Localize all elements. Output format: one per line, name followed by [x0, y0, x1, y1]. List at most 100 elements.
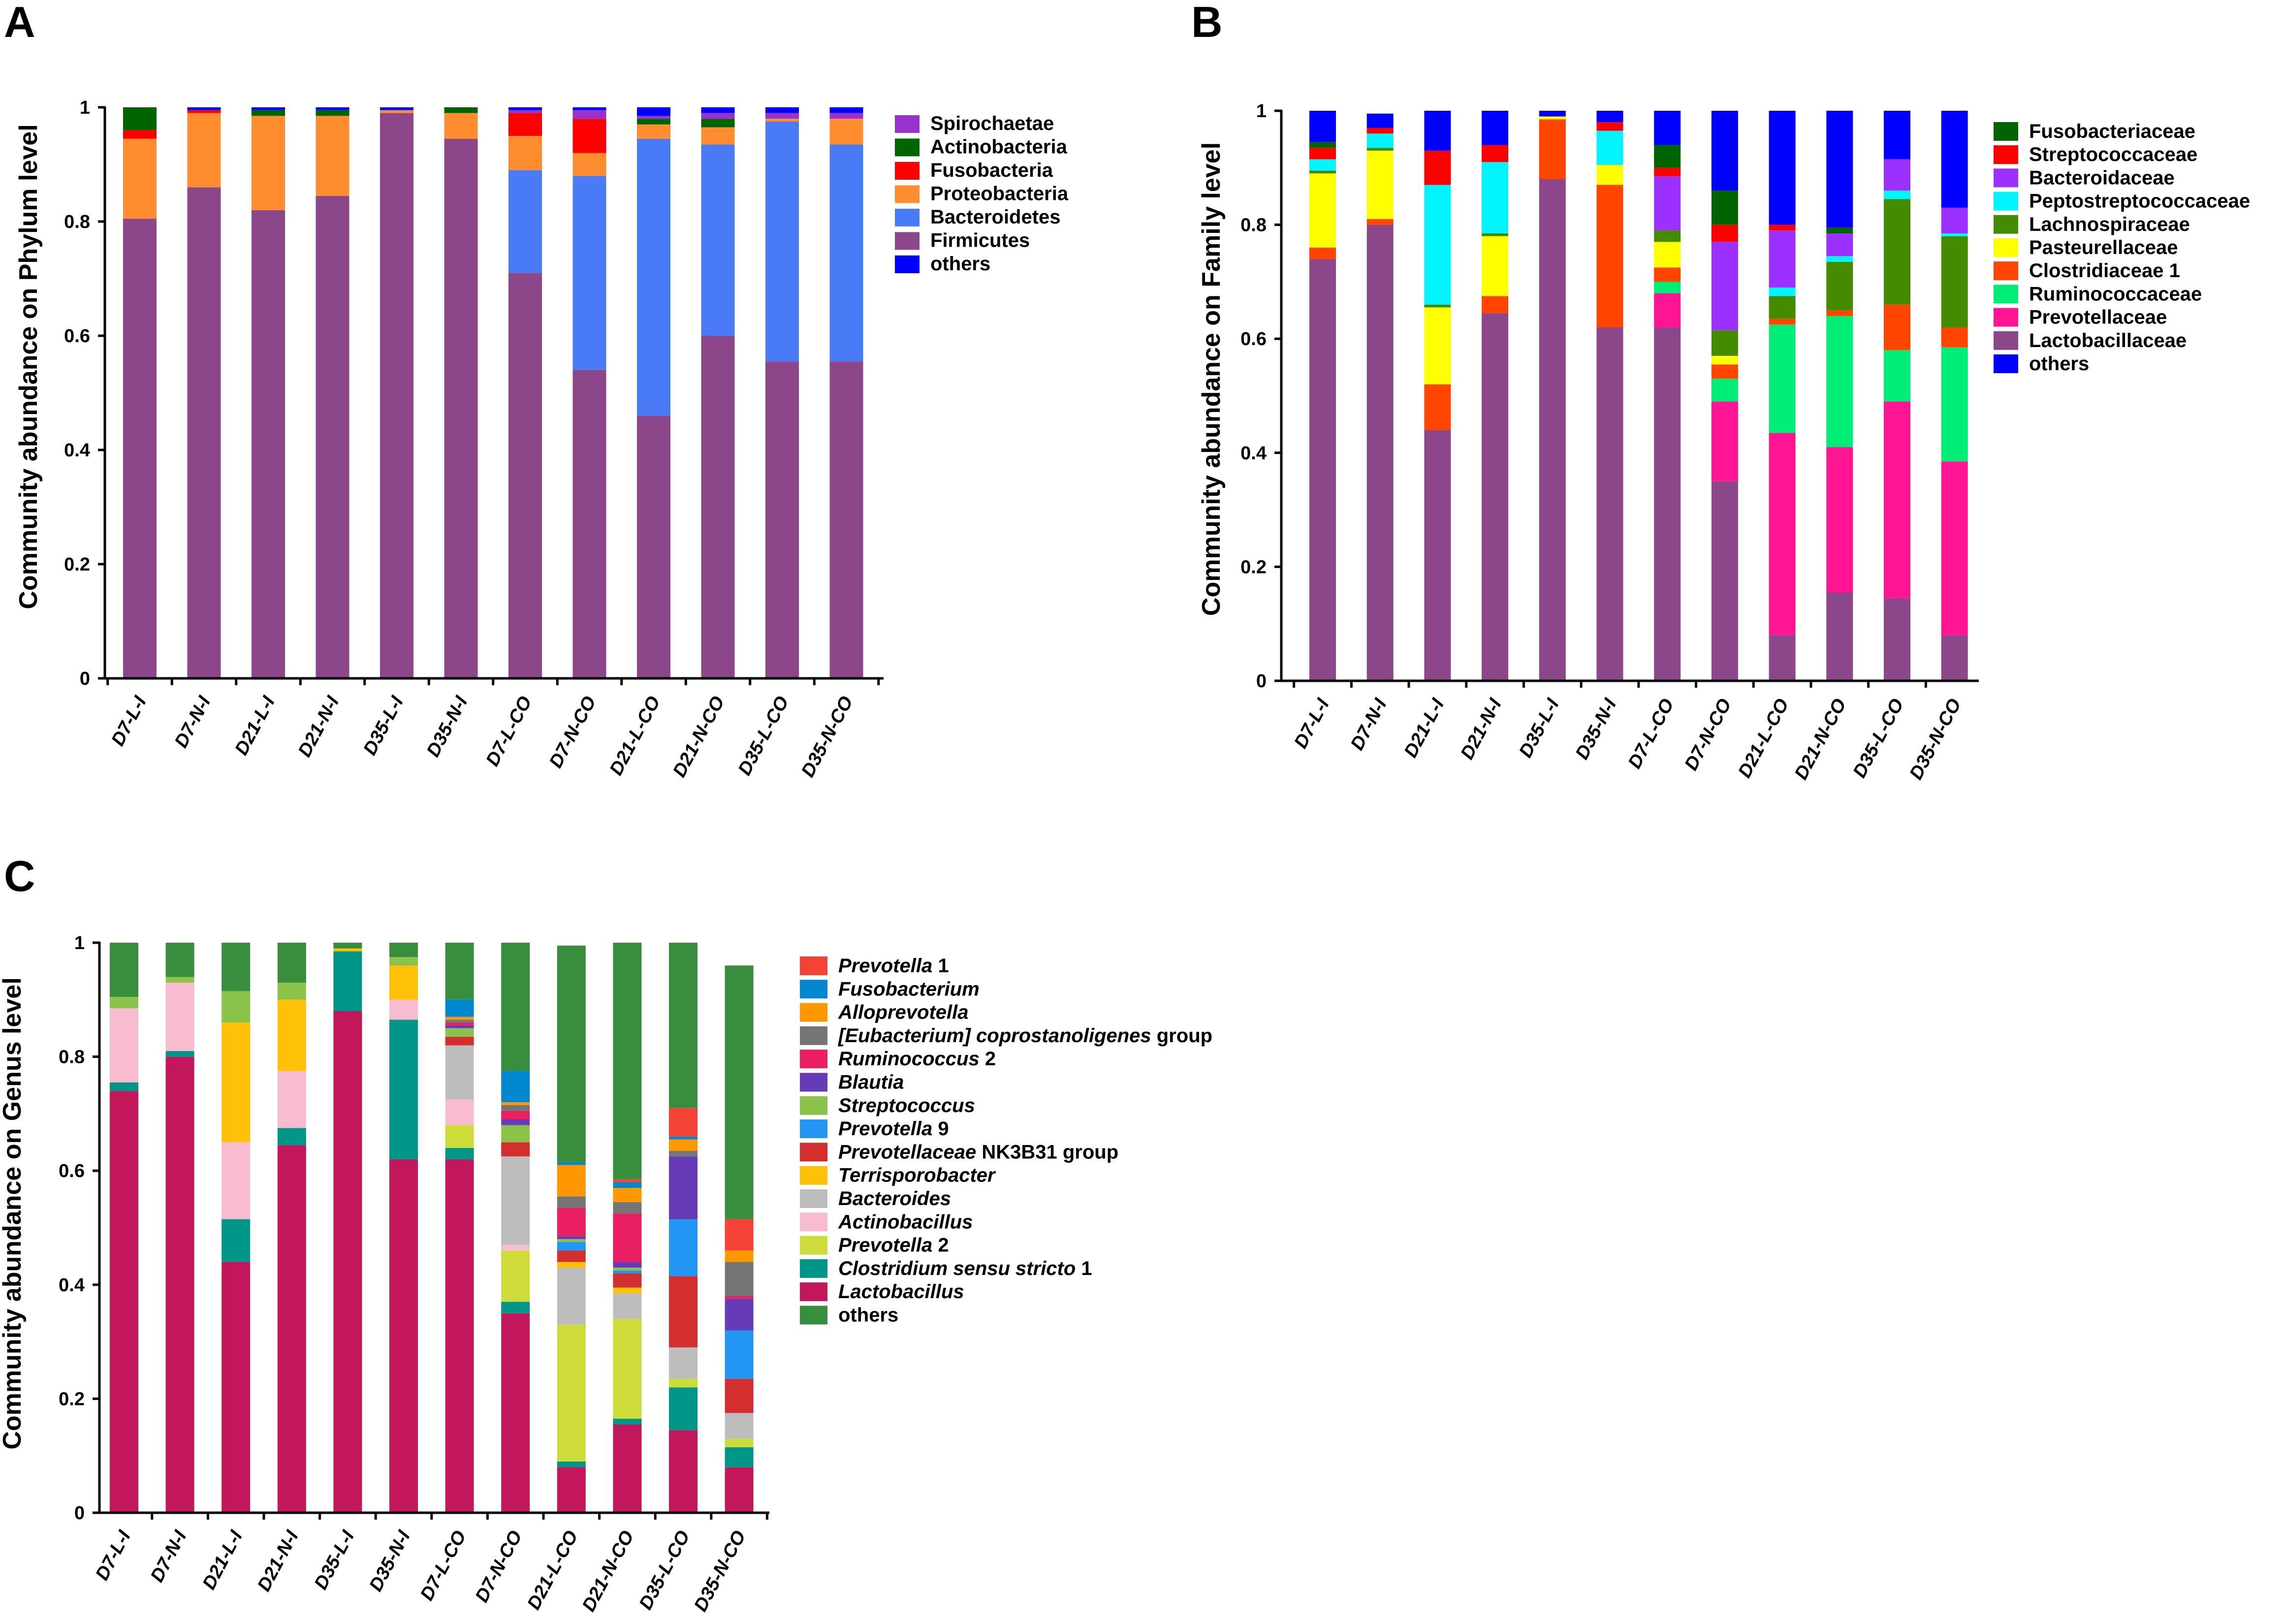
legend-swatch: [895, 232, 920, 250]
x-tick-label-d7-n-i: D7-N-I: [171, 692, 215, 751]
x-tick-label-d7-l-co: D7-L-CO: [482, 693, 536, 770]
bar-segment-streptococcaceae: [1424, 151, 1451, 185]
bar-stack-d7-l-i: [123, 107, 157, 678]
bar-segment-lactobacillaceae: [1309, 259, 1336, 681]
legend-label: Terrisporobacter: [838, 1165, 996, 1186]
bar-segment-proteobacteria: [380, 110, 413, 113]
x-tick-label-d35-n-i: D35-N-I: [1572, 695, 1621, 763]
bar-stack-d21-n-i: [1482, 111, 1509, 681]
bar-segment-proteobacteria: [252, 116, 285, 210]
legend-swatch: [895, 162, 920, 180]
bar-segment-clostridium-sensu-stricto-1: [669, 1387, 698, 1430]
x-tick-label-d35-l-i: D35-L-I: [311, 1527, 359, 1593]
bar-segment-lactobacillaceae: [1596, 327, 1623, 681]
panel-letter-c: C: [4, 852, 35, 900]
bar-segment-bacteroidetes: [637, 138, 670, 416]
bar-segment-ruminococcus-2: [725, 1296, 754, 1299]
legend-swatch: [1994, 215, 2018, 234]
y-tick-label: 0.6: [64, 326, 90, 347]
legend-item-lactobacillaceae: Lactobacillaceae: [1994, 330, 2187, 351]
bar-segment-pasteurellaceae: [1482, 236, 1509, 296]
bar-segment-lactobacillus: [277, 1145, 306, 1513]
legend-swatch: [895, 185, 920, 203]
bar-segment-peptostreptococcaceae: [1309, 159, 1336, 171]
y-tick-label: 0: [80, 669, 90, 689]
bar-stack-d35-l-i: [380, 107, 413, 679]
bar-stack-d35-n-co: [725, 965, 754, 1513]
legend-swatch: [895, 138, 920, 157]
bar-stack-d21-l-i: [252, 107, 285, 678]
legend: SpirochaetaeActinobacteriaFusobacteriaPr…: [895, 113, 1069, 275]
legend-swatch: [1994, 261, 2018, 281]
bar-segment-bacteroidetes: [572, 176, 606, 370]
bar-segment-streptococcaceae: [1366, 127, 1394, 134]
bar-stack-d7-l-co: [508, 107, 542, 678]
bar-segment-actinobacillus: [277, 1071, 306, 1128]
bar-stack-d35-l-co: [1884, 111, 1910, 681]
bar-segment-blautia: [501, 1119, 530, 1125]
bar-segment-prevotella-9: [725, 1330, 754, 1379]
bar-segment-fusobacteria: [123, 130, 157, 139]
bar-segment-clostridium-sensu-stricto-1: [222, 1219, 251, 1262]
bar-segment-terrisporobacter: [333, 948, 362, 952]
legend-swatch: [800, 1003, 827, 1022]
bar-segment-ruminococcaceae: [1941, 347, 1968, 462]
y-tick-label: 0.8: [1240, 215, 1267, 236]
bar-segment-proteobacteria: [123, 138, 157, 219]
legend-swatch: [895, 209, 920, 226]
bar-segment-others: [1884, 111, 1910, 159]
bar-stack-d7-n-co: [1711, 111, 1738, 681]
bar-segment-firmicutes: [380, 113, 413, 679]
bar-segment-ruminococcus-2: [501, 1111, 530, 1119]
legend-swatch: [1994, 238, 2018, 257]
bar-segment-terrisporobacter: [389, 965, 418, 1000]
bar-segment-firmicutes: [252, 210, 285, 678]
bar-segment-clostridiaceae-1: [1424, 384, 1451, 430]
bar-segment-others: [557, 945, 586, 1162]
bar-segment-prevotella-2: [557, 1324, 586, 1462]
legend-item-others: others: [895, 253, 990, 275]
bar-segment-fusobacteria: [508, 113, 542, 136]
bar-segment-fusobacteria: [572, 119, 606, 153]
bar-segment-blautia: [725, 1299, 754, 1331]
x-tick-label-d21-n-i: D21-N-I: [254, 1527, 303, 1594]
legend-label: [Eubacterium] coprostanoligenes group: [837, 1025, 1212, 1047]
y-tick-label: 1: [80, 97, 90, 118]
y-axis: 0 0.2 0.4 0.6 0.8 1: [59, 933, 101, 1524]
bar-segment-bacteroidetes: [701, 144, 735, 336]
bar-stack-d21-l-co: [557, 945, 586, 1513]
bar-stack-d35-n-i: [389, 943, 418, 1513]
x-tick-label-d35-l-co: D35-L-CO: [635, 1528, 694, 1613]
bar-segment-bacteroidaceae: [1769, 230, 1796, 287]
bar-segment-bacteroides: [613, 1293, 642, 1319]
bar-stack-d21-l-i: [1424, 111, 1451, 681]
bar-stack-d35-n-co: [1941, 111, 1968, 681]
bar-segment-terrisporobacter: [613, 1287, 642, 1294]
bar-segment-streptococcus: [110, 997, 138, 1009]
bar-segment-alloprevotella: [501, 1102, 530, 1105]
bar-segment-firmicutes: [637, 415, 670, 678]
panel-letter-b: B: [1191, 0, 1223, 46]
bar-segment-clostridium-sensu-stricto-1: [277, 1128, 306, 1145]
x-tick-label-d21-n-co: D21-N-CO: [1791, 696, 1850, 783]
bar-segment-proteobacteria: [829, 119, 863, 145]
bar-segment-prevotella-1: [613, 1179, 642, 1182]
legend-item-terrisporobacter: Terrisporobacter: [800, 1165, 996, 1186]
bar-segment-eubacterium-coprostanoligenes-group: [725, 1262, 754, 1296]
bar-segment-fusobacterium: [445, 999, 474, 1017]
bar-segment-lachnospiraceae: [1884, 199, 1910, 305]
legend-item-prevotella-2: Prevotella 2: [800, 1235, 949, 1256]
bar-segment-others: [187, 107, 221, 110]
bar-segment-spirochaetae: [829, 113, 863, 119]
legend-swatch: [895, 255, 920, 273]
x-tick-label-d7-n-i: D7-N-I: [1347, 695, 1391, 754]
bar-segment-prevotella-2: [725, 1438, 754, 1447]
bar-segment-others: [252, 107, 285, 110]
bar-segment-terrisporobacter: [277, 999, 306, 1071]
bar-segment-others: [1482, 111, 1509, 145]
legend-item-prevotella-1: Prevotella 1: [800, 955, 949, 977]
legend-item-bacteroidetes: Bacteroidetes: [895, 206, 1061, 228]
bar-segment-prevotellaceae-nk3b31-group: [613, 1273, 642, 1288]
legend-label: Streptococcaceae: [2029, 144, 2197, 165]
legend-label: Spirochaetae: [930, 113, 1054, 134]
